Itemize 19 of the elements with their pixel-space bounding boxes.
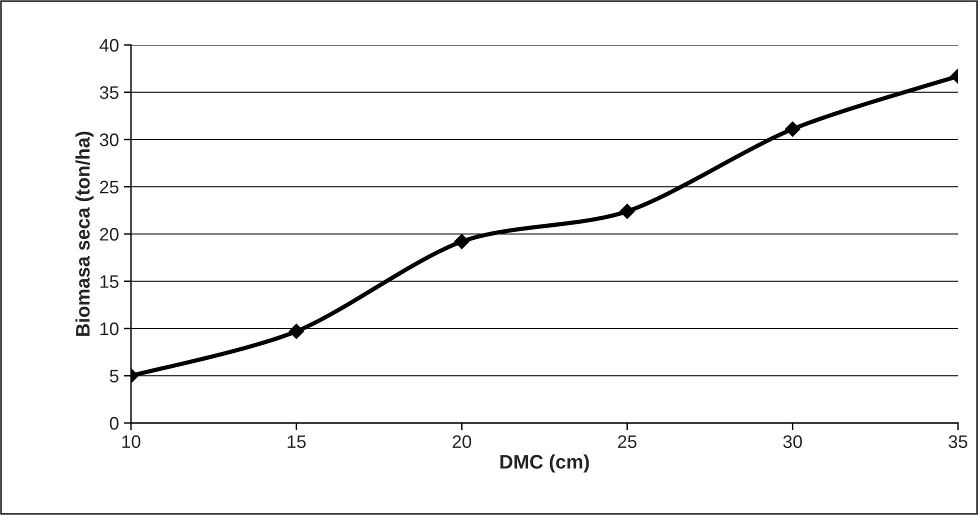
y-tick-label: 20 [100,228,118,241]
point [454,234,470,250]
x-axis-title: DMC (cm) [500,454,589,473]
y-tick-label: 25 [100,180,118,194]
y-tick-label: 30 [100,133,118,146]
x-tick-label: 20 [452,435,472,448]
x-tick-label: 35 [948,435,968,448]
x-tick-label: 30 [783,435,802,448]
y-tick-label: 35 [100,86,118,99]
point [620,204,635,219]
y-tick-label: 10 [100,322,118,336]
y-axis-title: Biomasa seca (ton/ha) [75,132,94,336]
x-tick-label: 15 [288,435,306,448]
x-tick-label: 10 [122,435,140,448]
x-tick-label: 25 [618,435,636,448]
y-tick-label: 40 [100,38,118,52]
y-tick-label: 5 [110,370,118,382]
y-tick-label: 15 [100,275,118,288]
y-tick-label: 0 [110,416,118,430]
